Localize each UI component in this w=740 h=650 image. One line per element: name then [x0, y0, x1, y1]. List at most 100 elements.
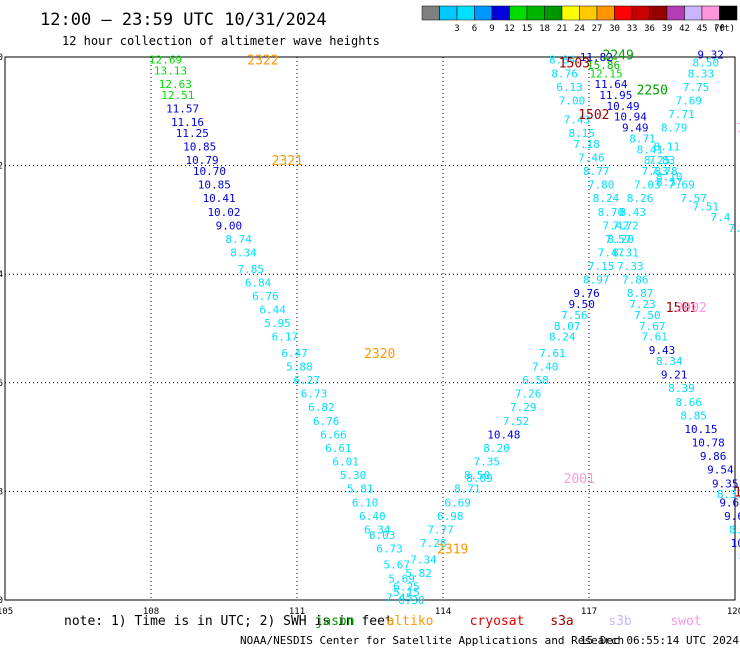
track-id-label: 1502 [578, 108, 609, 123]
data-point-label: 6.69 [444, 496, 471, 509]
axis-ticks: 105 108 111 114 117 120 -50 -52 -54 -56 -58 -60 [0, 53, 740, 617]
data-point-label: 7.23 [629, 298, 656, 311]
data-point-label: 9.76 [573, 287, 600, 300]
legend-bin-label: 33 [627, 24, 638, 34]
data-point-label: 8.07 [554, 320, 581, 333]
data-point-label: 6.03 [369, 529, 396, 542]
data-point-label: 10.14 [731, 537, 740, 550]
data-point-label: 7. [728, 222, 740, 235]
data-point-label: 7.61 [539, 347, 566, 360]
data-point-label: 7.34 [410, 553, 437, 566]
data-point-label: 6.73 [301, 388, 328, 401]
data-point-label: 6.76 [252, 290, 279, 303]
data-point-label: 8.26 [627, 192, 654, 205]
data-point-label: 6.84 [245, 276, 272, 289]
data-point-label: 9.43 [649, 344, 676, 357]
legend-unit: (ft) [713, 24, 735, 34]
data-point-label: 6.40 [359, 510, 386, 523]
mission-jason: jason [315, 614, 354, 629]
legend-bin-label: 36 [644, 24, 655, 34]
track-labels: 2322 2321 2320 2319 2249 2250 1503 1502 1501 1500… [247, 48, 740, 557]
data-point-label: 7.67 [639, 320, 666, 333]
legend-bin-label: 42 [679, 24, 690, 34]
track-id-label: 2321 [272, 154, 303, 169]
data-point-label: 11.16 [171, 116, 204, 129]
data-point-label: 9.21 [661, 369, 688, 382]
data-point-label: 9.32 [697, 48, 724, 61]
y-tick-label: -58 [0, 487, 3, 497]
data-point-label: 7.57 [680, 192, 707, 205]
data-point-label: 7.26 [515, 388, 542, 401]
data-point-label: 8.97 [583, 274, 610, 287]
mission-swot: swot [670, 614, 701, 629]
data-point-label: 7.35 [474, 456, 501, 469]
data-point-label: 8.24 [549, 331, 576, 344]
data-point-label: 9.54 [707, 464, 734, 477]
data-point-label: 7.71 [668, 108, 695, 121]
data-point-label: 10.48 [487, 428, 520, 441]
data-point-label: 11.95 [599, 89, 632, 102]
data-point-label: 8.50 [464, 469, 491, 482]
legend-bin-label: 27 [592, 24, 603, 34]
data-point-label: 5.88 [286, 361, 313, 374]
data-point-label: 6.73 [376, 542, 403, 555]
data-point-label: 8.37 [717, 488, 740, 501]
plot-area: 105 108 111 114 117 120 -50 -52 -54 -56 -58 -60 12.… [0, 48, 740, 617]
data-point-label: 11.64 [594, 78, 627, 91]
data-point-label: 6.10 [352, 496, 379, 509]
y-tick-label: -52 [0, 162, 3, 172]
track-id-label: 1503 [559, 56, 590, 71]
data-point-label: 6.34 [364, 523, 391, 536]
mission-cryosat: cryosat [470, 614, 525, 629]
data-point-label: 7.83 [641, 165, 668, 178]
data-point-label: 7.83 [649, 154, 676, 167]
data-point-label: 8.39 [668, 382, 695, 395]
data-point-label: 8.11 [654, 141, 681, 154]
data-point-label: 10.85 [198, 179, 231, 192]
legend-swatch [684, 5, 703, 21]
legend-bin-label: 21 [557, 24, 568, 34]
data-point-label: 6.61 [325, 442, 352, 455]
data-point-label: 9.68 [719, 496, 740, 509]
legend-swatch [614, 5, 633, 21]
data-point-label: 8.70 [598, 206, 625, 219]
footer-note: note: 1) Time is in UTC; 2) SWH is in fe… [64, 614, 393, 629]
data-point-label: 8.50 [693, 56, 720, 69]
data-point-label: 13.13 [154, 65, 187, 78]
data-point-label: 8.34 [230, 246, 257, 259]
data-point-label: 7.57 [605, 233, 632, 246]
data-point-label: 6.25 [393, 580, 420, 593]
track-id-label: 2319 [437, 542, 468, 557]
mission-s3a: s3a [550, 614, 573, 629]
data-point-label: 7.40 [532, 361, 559, 374]
track-id-label: 2250 [637, 84, 668, 99]
legend-swatch [491, 5, 510, 21]
data-point-label: 12.51 [161, 89, 194, 102]
data-point-label: 7.80 [588, 179, 615, 192]
data-point-label: 9.64 [724, 510, 740, 523]
color-legend: 3 6 9 12 15 18 21 24 27 30 33 36 39 42 45 70(ft) [421, 5, 738, 34]
data-point-label: 9.49 [622, 122, 649, 135]
data-point-label: 8.31 [612, 246, 639, 259]
data-point-label: 8.41 [637, 143, 664, 156]
data-point-label: 5.95 [264, 317, 291, 330]
data-point-label: 8.96 [739, 551, 740, 564]
data-point-label: 8.20 [607, 233, 634, 246]
data-point-label: 5.67 [384, 559, 411, 572]
data-point-label: 10.02 [207, 206, 240, 219]
x-tick-label: 105 [0, 607, 13, 617]
data-point-label: 7.42 [603, 219, 630, 232]
data-point-label: 12.15 [589, 67, 622, 80]
mission-altiko: altiko [387, 614, 434, 629]
data-point-label: 8.43 [620, 206, 647, 219]
data-point-label: 8.20 [483, 442, 510, 455]
data-point-label: 8.94 [729, 523, 740, 536]
data-point-label: 6.27 [293, 374, 320, 387]
legend-swatch [579, 5, 598, 21]
data-point-label: 7.75 [683, 81, 710, 94]
legend-swatch [631, 5, 650, 21]
data-point-label: 10.41 [203, 192, 236, 205]
legend-bin-label: 6 [472, 24, 477, 34]
data-point-label: 10.85 [183, 141, 216, 154]
legend-bin-label: 30 [609, 24, 620, 34]
